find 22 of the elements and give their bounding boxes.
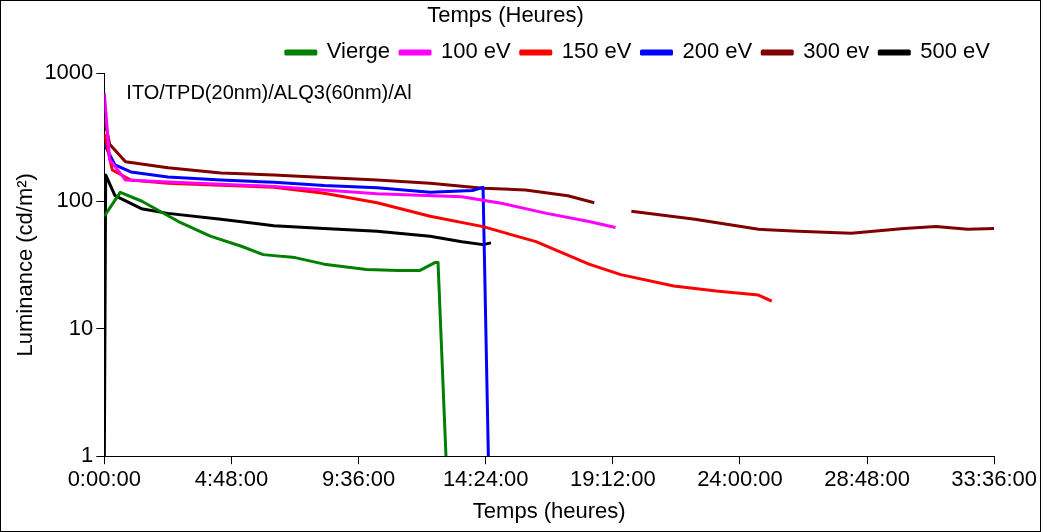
x-tick-label: 9:36:00 [321,466,396,492]
y-axis-title: Luminance (cd/m²) [12,173,38,357]
x-tick-label: 33:36:00 [951,466,1037,492]
y-tick-label: 10 [68,314,94,340]
y-tick-label: 1 [81,442,94,468]
legend-label: 500 eV [920,38,991,64]
legend-label: 300 ev [803,38,870,64]
x-axis-title: Temps (heures) [472,497,626,523]
y-tick-label: 100 [56,187,94,213]
legend-label: 200 eV [682,38,753,64]
x-tick-label: 19:12:00 [570,466,656,492]
x-tick-label: 4:48:00 [194,466,269,492]
legend-label: 150 eV [561,38,632,64]
y-tick-label: 1000 [44,59,94,85]
legend-label: 100 eV [441,38,512,64]
annotation: ITO/TPD(20nm)/ALQ3(60nm)/Al [126,80,412,103]
legend-label: Vierge [326,38,391,64]
x-tick-label: 24:00:00 [697,466,783,492]
x-tick-label: 28:48:00 [824,466,910,492]
x-tick-label: 14:24:00 [442,466,529,492]
x-tick-label: 0:00:00 [67,466,142,492]
chart-title: Temps (Heures) [427,2,584,28]
